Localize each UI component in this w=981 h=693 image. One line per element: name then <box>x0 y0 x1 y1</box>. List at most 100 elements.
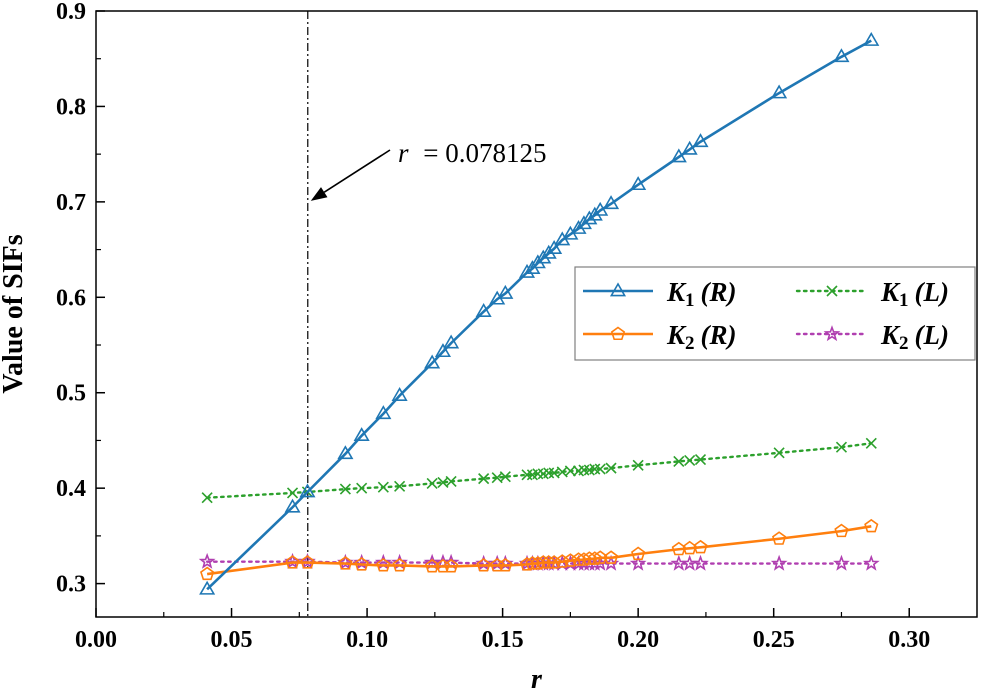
data-point <box>426 477 438 489</box>
legend: K1 (R) K1 (L)K2 (R) K2 (L) <box>574 266 976 361</box>
legend-label-sub: 1 <box>899 290 909 311</box>
data-point <box>587 551 602 565</box>
x-tick-label: 0.10 <box>346 627 388 653</box>
data-point <box>681 140 698 155</box>
annotation-arrow-head <box>310 187 328 201</box>
legend-label-sub: 1 <box>685 290 695 311</box>
legend-label-sub: 2 <box>899 333 909 354</box>
data-point <box>443 334 460 349</box>
legend-label-sub: 2 <box>685 333 695 354</box>
legend-item-k2-r: K2 (R) <box>583 320 737 354</box>
data-point <box>863 31 880 46</box>
data-point <box>518 263 536 278</box>
data-point <box>376 557 391 572</box>
data-point <box>770 554 788 571</box>
legend-label: K2 (L) <box>880 320 949 354</box>
data-point <box>670 148 687 163</box>
data-point <box>435 558 451 573</box>
series-k1-l <box>201 437 877 504</box>
data-point <box>392 557 407 572</box>
series-k2-r <box>200 518 879 581</box>
data-point <box>592 201 609 216</box>
data-point <box>391 386 408 401</box>
data-point <box>445 475 457 488</box>
annotation-text: r = 0.078125 <box>398 138 547 168</box>
data-point <box>338 556 353 570</box>
data-point <box>540 244 557 259</box>
data-point <box>563 553 578 567</box>
data-point <box>631 546 646 561</box>
y-tick-label: 0.3 <box>56 572 86 598</box>
series-k1-r <box>199 31 880 595</box>
data-point <box>594 463 606 475</box>
legend-label-k: K <box>880 320 901 350</box>
data-point <box>578 464 590 476</box>
data-point <box>543 467 555 479</box>
data-point <box>300 555 315 569</box>
data-point <box>529 254 546 269</box>
legend-item-k1-l: K1 (L) <box>795 277 949 311</box>
annotation-r-symbol: r <box>398 138 409 168</box>
legend-label-paren: (L) <box>915 277 949 307</box>
data-point <box>629 554 647 571</box>
data-point <box>771 531 787 545</box>
data-point <box>198 552 216 569</box>
data-point <box>497 284 514 299</box>
data-point <box>833 48 850 63</box>
y-axis-label: Value of SIFs <box>0 234 29 393</box>
x-tick-label: 0.00 <box>75 627 117 653</box>
y-tick-label: 0.9 <box>56 0 86 25</box>
data-point <box>377 481 389 493</box>
data-point <box>630 176 647 191</box>
data-point <box>424 354 441 369</box>
data-point <box>862 554 880 571</box>
data-point <box>586 206 603 221</box>
data-point <box>771 84 788 99</box>
data-point <box>394 480 406 492</box>
data-point <box>865 437 877 449</box>
data-point <box>354 557 369 571</box>
y-tick-label: 0.5 <box>56 381 86 407</box>
data-point <box>605 462 617 474</box>
legend-label: K1 (R) <box>666 277 737 311</box>
annotation-value: = 0.078125 <box>423 138 546 168</box>
x-tick-label: 0.25 <box>753 627 795 653</box>
legend-label-k: K <box>666 320 687 350</box>
data-point <box>684 454 696 467</box>
data-point <box>339 483 351 495</box>
legend-label-k: K <box>666 277 687 307</box>
data-point <box>694 453 707 466</box>
legend-label: K1 (L) <box>880 277 949 311</box>
y-tick-label: 0.7 <box>56 190 86 216</box>
data-point <box>200 566 215 581</box>
data-point <box>603 195 620 210</box>
data-point <box>603 550 619 564</box>
data-point <box>476 557 491 572</box>
data-point <box>546 240 563 254</box>
data-point <box>834 523 849 538</box>
data-point <box>499 471 511 483</box>
data-point <box>575 215 592 230</box>
legend-label-paren: (R) <box>701 277 737 307</box>
x-tick-label: 0.30 <box>888 627 930 653</box>
data-point <box>353 427 370 442</box>
data-point <box>632 459 644 471</box>
legend-marker <box>823 325 841 342</box>
data-point <box>564 465 576 477</box>
data-point <box>864 518 879 533</box>
data-point <box>693 539 708 554</box>
data-point <box>478 473 490 485</box>
data-point <box>443 558 459 573</box>
y-tick-label: 0.4 <box>56 476 86 502</box>
series-line <box>205 442 873 499</box>
data-point <box>555 554 570 568</box>
legend-label-paren: (L) <box>915 320 949 350</box>
data-point <box>475 303 492 317</box>
legend-label-k: K <box>880 277 901 307</box>
axes-layer: 0.00 0.05 0.10 0.15 0.20 0.25 0.30 0.3 0.4 0.5 0.6… <box>56 0 930 653</box>
data-point <box>581 210 598 225</box>
data-point <box>285 555 300 569</box>
y-tick-label: 0.6 <box>56 285 86 311</box>
x-tick-label: 0.20 <box>617 627 659 653</box>
